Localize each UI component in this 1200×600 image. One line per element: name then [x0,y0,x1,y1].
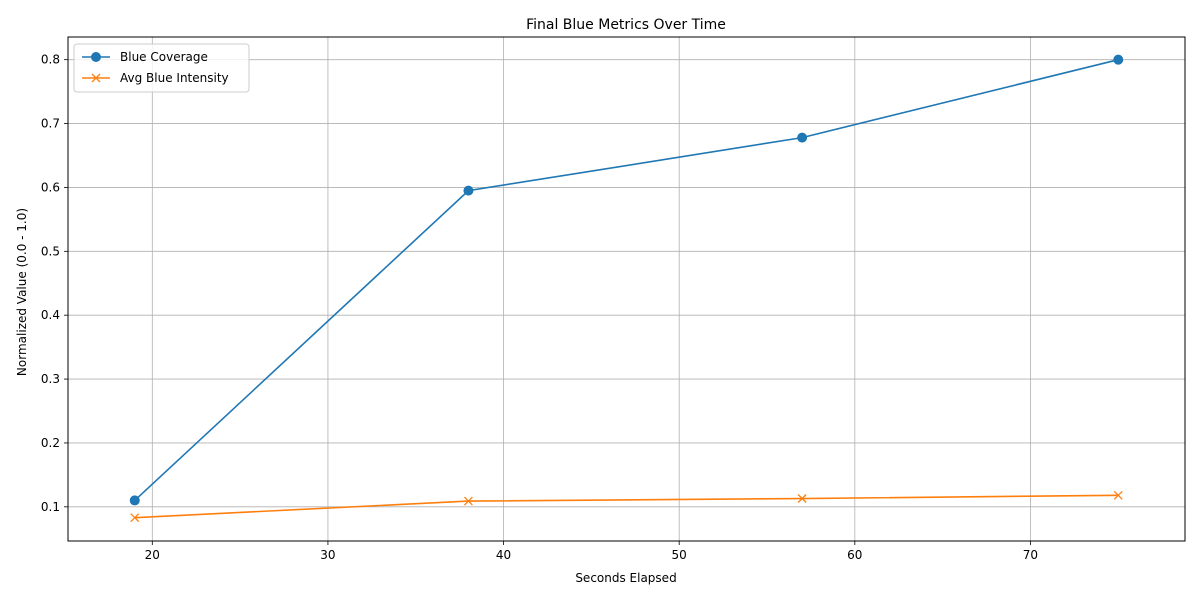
series-blue-coverage [129,54,1124,506]
y-tick-label: 0.1 [41,500,60,514]
y-tick-label: 0.3 [41,372,60,386]
series-layer [129,54,1124,523]
y-tick-label: 0.8 [41,53,60,67]
legend-item: Avg Blue Intensity [82,71,229,85]
data-point-x [130,513,140,523]
series-line [134,494,1119,519]
chart-title: Final Blue Metrics Over Time [526,17,726,33]
series-line [134,58,1119,502]
data-point-circle [1113,54,1124,65]
axis-ticks: 20 30 40 50 60 70 0.1 0.2 0.3 0.4 0.5 0.6 0.7 0.8 [41,53,1038,562]
y-tick-label: 0.5 [41,244,60,258]
grid-lines [68,37,1185,541]
data-point-circle [91,52,101,62]
legend-label: Blue Coverage [120,50,208,64]
plot-frame [67,36,1186,542]
legend-item: Blue Coverage [82,50,208,64]
data-point-circle [797,132,808,143]
data-point-x [1113,490,1123,500]
x-tick-label: 20 [145,548,160,562]
x-tick-label: 50 [672,548,687,562]
y-tick-label: 0.6 [41,180,60,194]
x-tick-label: 70 [1023,548,1038,562]
x-tick-label: 60 [847,548,862,562]
x-tick-label: 40 [496,548,511,562]
series-avg-blue-intensity [130,490,1123,523]
data-point-x [797,494,807,503]
y-tick-label: 0.7 [41,117,60,131]
legend-box [73,43,250,93]
x-tick-label: 30 [320,548,335,562]
x-axis-label: Seconds Elapsed [575,571,676,585]
y-tick-label: 0.2 [41,436,60,450]
y-axis-label: Normalized Value (0.0 - 1.0) [15,208,29,376]
data-point-circle [129,495,140,506]
data-point-x [463,496,473,506]
legend: Blue Coverage Avg Blue Intensity [73,43,250,93]
legend-label: Avg Blue Intensity [120,71,229,85]
y-tick-label: 0.4 [41,308,60,322]
data-point-x [91,73,101,83]
data-point-circle [463,185,474,196]
